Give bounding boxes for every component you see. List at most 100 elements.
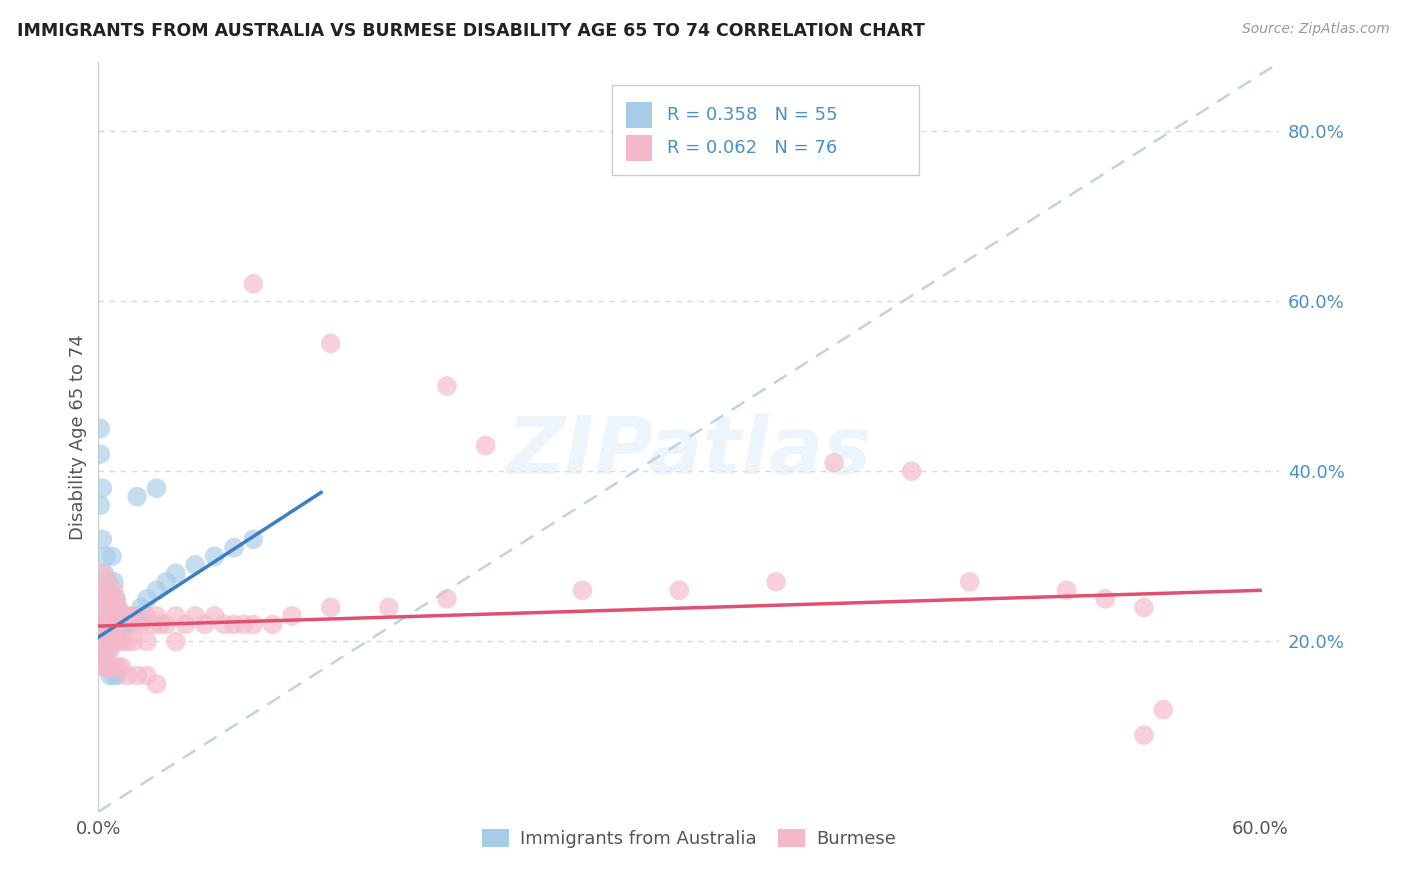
- Point: [103, 574, 125, 589]
- Point: [1133, 600, 1156, 615]
- Point: [101, 549, 124, 564]
- Point: [1152, 702, 1174, 716]
- Point: [97, 660, 120, 674]
- Point: [900, 464, 922, 478]
- Point: [117, 634, 139, 648]
- Point: [96, 608, 118, 623]
- Point: [103, 626, 125, 640]
- Point: [165, 608, 187, 623]
- Point: [91, 617, 114, 632]
- Point: [436, 591, 458, 606]
- Point: [93, 660, 115, 674]
- Point: [155, 574, 177, 589]
- Point: [93, 591, 115, 606]
- Point: [103, 617, 125, 632]
- Point: [135, 608, 157, 623]
- Point: [101, 600, 124, 615]
- Point: [262, 617, 284, 632]
- Point: [114, 617, 136, 632]
- Point: [103, 583, 125, 598]
- Point: [103, 660, 125, 674]
- Point: [135, 668, 157, 682]
- Point: [668, 583, 690, 598]
- Point: [281, 608, 304, 623]
- Point: [174, 617, 197, 632]
- Point: [184, 558, 207, 572]
- Point: [93, 626, 115, 640]
- Point: [91, 608, 114, 623]
- Point: [135, 634, 157, 648]
- Y-axis label: Disability Age 65 to 74: Disability Age 65 to 74: [69, 334, 87, 540]
- Point: [149, 617, 172, 632]
- Point: [98, 617, 121, 632]
- Point: [242, 533, 264, 547]
- Point: [142, 617, 165, 632]
- Point: [107, 600, 129, 615]
- Point: [101, 626, 124, 640]
- Point: [165, 566, 187, 581]
- Point: [145, 583, 167, 598]
- FancyBboxPatch shape: [612, 85, 920, 175]
- Point: [127, 668, 149, 682]
- Point: [319, 336, 342, 351]
- Point: [145, 481, 167, 495]
- Point: [89, 421, 111, 435]
- Point: [98, 643, 121, 657]
- Point: [89, 583, 111, 598]
- Point: [127, 617, 149, 632]
- Point: [129, 617, 152, 632]
- Point: [96, 583, 118, 598]
- Point: [91, 651, 114, 665]
- Point: [91, 566, 114, 581]
- Point: [436, 379, 458, 393]
- Point: [474, 439, 496, 453]
- Point: [204, 549, 226, 564]
- Point: [378, 600, 401, 615]
- Point: [98, 591, 121, 606]
- Point: [127, 490, 149, 504]
- Point: [117, 608, 139, 623]
- Point: [117, 668, 139, 682]
- Point: [117, 617, 139, 632]
- Point: [89, 498, 111, 512]
- Point: [107, 626, 129, 640]
- Legend: Immigrants from Australia, Burmese: Immigrants from Australia, Burmese: [475, 822, 903, 855]
- Point: [96, 660, 118, 674]
- Point: [122, 608, 145, 623]
- Point: [959, 574, 981, 589]
- Point: [98, 668, 121, 682]
- Point: [145, 608, 167, 623]
- Point: [155, 617, 177, 632]
- Point: [101, 634, 124, 648]
- Point: [242, 277, 264, 291]
- Point: [112, 617, 135, 632]
- Point: [91, 481, 114, 495]
- Point: [104, 591, 127, 606]
- Text: IMMIGRANTS FROM AUSTRALIA VS BURMESE DISABILITY AGE 65 TO 74 CORRELATION CHART: IMMIGRANTS FROM AUSTRALIA VS BURMESE DIS…: [17, 22, 925, 40]
- Point: [93, 651, 115, 665]
- Point: [145, 677, 167, 691]
- Point: [97, 634, 120, 648]
- Point: [93, 643, 115, 657]
- Point: [97, 608, 120, 623]
- Point: [93, 660, 115, 674]
- Point: [122, 608, 145, 623]
- Point: [107, 600, 129, 615]
- Point: [89, 643, 111, 657]
- Point: [107, 626, 129, 640]
- Point: [111, 617, 134, 632]
- Point: [93, 591, 115, 606]
- Point: [96, 600, 118, 615]
- Point: [98, 626, 121, 640]
- Point: [214, 617, 236, 632]
- Point: [184, 608, 207, 623]
- Point: [108, 608, 131, 623]
- Point: [823, 456, 845, 470]
- Text: ZIPatlas: ZIPatlas: [506, 413, 872, 491]
- Point: [129, 600, 152, 615]
- Point: [242, 617, 264, 632]
- Point: [111, 634, 134, 648]
- Point: [93, 566, 115, 581]
- Point: [319, 600, 342, 615]
- Point: [165, 634, 187, 648]
